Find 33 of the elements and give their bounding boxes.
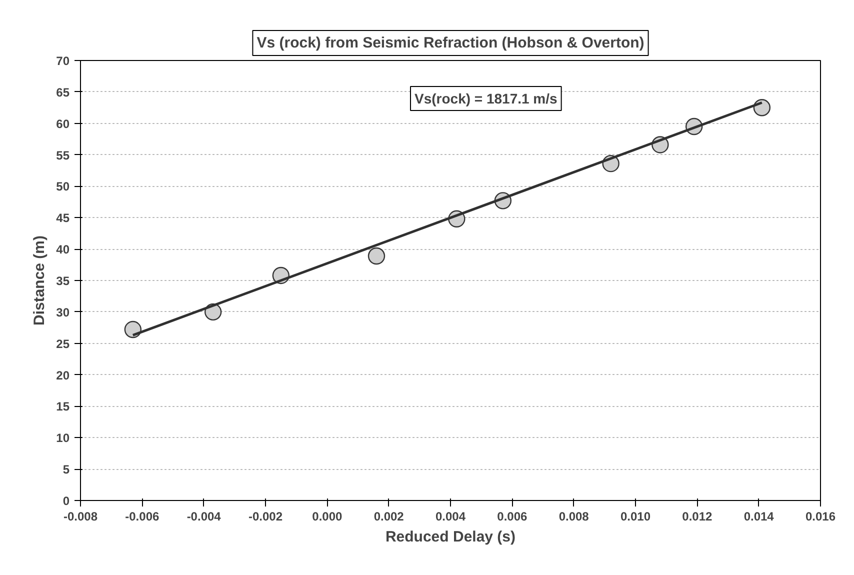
- y-tick-label: 5: [62, 462, 70, 477]
- y-tick-label: 60: [56, 116, 70, 131]
- x-tick-label: 0.010: [620, 510, 651, 524]
- y-tick-label: 20: [56, 368, 70, 382]
- y-tick-label: 45: [56, 211, 70, 226]
- y-tick-label: 15: [56, 400, 70, 414]
- annotation: Vs(rock) = 1817.1 m/s: [414, 90, 558, 106]
- x-axis-title: Reduced Delay (s): [385, 528, 516, 546]
- y-tick-label: 25: [56, 336, 70, 351]
- y-tick-label: 65: [56, 85, 70, 100]
- y-tick-label: 10: [56, 431, 70, 446]
- y-axis-title: Distance (m): [31, 235, 48, 326]
- x-tick-label: 0.016: [805, 510, 836, 524]
- y-tick-label: 40: [56, 242, 70, 257]
- x-tick-label: 0.006: [497, 510, 528, 524]
- x-tick-label: -0.008: [63, 510, 98, 524]
- x-tick-label: -0.004: [186, 510, 222, 524]
- x-tick-label: 0.008: [558, 510, 590, 524]
- x-tick-label: 0.004: [435, 510, 466, 524]
- x-tick-label: 0.012: [682, 510, 713, 524]
- y-tick-label: 70: [56, 54, 70, 68]
- x-tick-label: -0.006: [125, 510, 160, 524]
- x-tick-label: 0.014: [744, 510, 774, 524]
- y-tick-label: 35: [56, 274, 70, 288]
- x-tick-label: 0.002: [374, 510, 404, 524]
- chart-title: Vs (rock) from Seismic Refraction (Hobson & Overton): [256, 34, 644, 52]
- y-tick-label: 0: [62, 494, 70, 508]
- x-tick-label: 0.000: [312, 510, 343, 524]
- y-tick-label: 55: [56, 148, 70, 162]
- x-tick-label: -0.002: [248, 510, 283, 524]
- y-tick-label: 50: [56, 180, 70, 194]
- point: [368, 247, 386, 265]
- y-tick-label: 30: [56, 305, 70, 320]
